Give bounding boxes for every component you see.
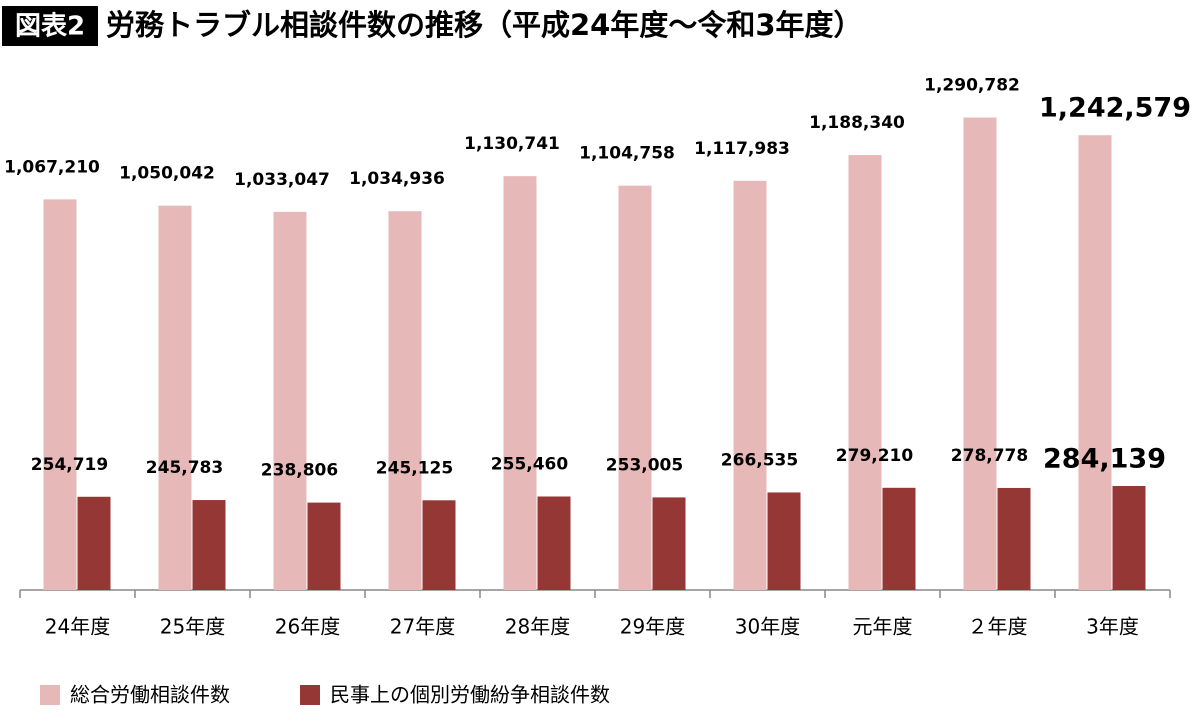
value-label: 1,117,983 bbox=[694, 139, 790, 159]
value-label: 1,188,340 bbox=[809, 113, 905, 133]
bar bbox=[1112, 486, 1146, 590]
legend-label: 民事上の個別労働紛争相談件数 bbox=[330, 683, 610, 707]
value-label: 284,139 bbox=[1043, 444, 1166, 475]
bar bbox=[652, 497, 686, 590]
x-tick-label: 元年度 bbox=[853, 615, 913, 639]
bar bbox=[537, 496, 571, 590]
bar bbox=[963, 117, 997, 590]
value-label: 1,067,210 bbox=[4, 157, 100, 177]
value-label: 253,005 bbox=[606, 455, 683, 475]
value-label: 245,125 bbox=[376, 458, 453, 478]
value-label: 238,806 bbox=[261, 461, 338, 481]
bar bbox=[997, 487, 1031, 590]
legend-label: 総合労働相談件数 bbox=[70, 683, 230, 707]
bar bbox=[767, 492, 801, 590]
value-label: 279,210 bbox=[836, 446, 914, 466]
x-tick-label: 27年度 bbox=[390, 615, 455, 639]
bar bbox=[618, 185, 652, 590]
chart-title: 労務トラブル相談件数の推移（平成24年度～令和3年度） bbox=[106, 8, 863, 42]
value-label: 1,242,579 bbox=[1039, 93, 1191, 124]
bar bbox=[733, 180, 767, 590]
bar bbox=[158, 205, 192, 590]
bar bbox=[1078, 135, 1112, 591]
value-label: 1,290,782 bbox=[924, 76, 1020, 96]
x-tick-label: 26年度 bbox=[275, 615, 340, 639]
x-tick-label: 25年度 bbox=[160, 615, 225, 639]
bar bbox=[273, 211, 307, 591]
value-label: 1,104,758 bbox=[579, 144, 675, 164]
legend-swatch bbox=[300, 685, 320, 705]
value-label: 255,460 bbox=[491, 455, 569, 475]
bar bbox=[503, 176, 537, 590]
value-label: 1,033,047 bbox=[234, 170, 330, 190]
value-label: 254,719 bbox=[31, 455, 108, 475]
chart-label: 図表2 bbox=[15, 12, 85, 42]
x-tick-label: ２年度 bbox=[968, 615, 1028, 639]
x-tick-label: 3年度 bbox=[1086, 615, 1139, 639]
bar bbox=[388, 211, 422, 590]
x-tick-label: 30年度 bbox=[735, 615, 800, 639]
label-box bbox=[2, 6, 98, 46]
bar bbox=[77, 496, 111, 590]
bar bbox=[848, 155, 882, 590]
bar bbox=[882, 487, 916, 590]
x-tick-label: 29年度 bbox=[620, 615, 685, 639]
value-label: 245,783 bbox=[146, 458, 223, 478]
bar bbox=[307, 502, 341, 590]
value-label: 1,050,042 bbox=[119, 164, 215, 184]
value-label: 1,130,741 bbox=[464, 134, 560, 154]
x-tick-label: 28年度 bbox=[505, 615, 570, 639]
value-label: 1,034,936 bbox=[349, 169, 445, 189]
x-tick-label: 24年度 bbox=[45, 615, 110, 639]
bar bbox=[43, 199, 77, 591]
bar bbox=[192, 500, 226, 590]
legend-swatch bbox=[40, 685, 60, 705]
value-label: 278,778 bbox=[951, 446, 1028, 466]
value-label: 266,535 bbox=[721, 450, 798, 470]
bar bbox=[422, 500, 456, 590]
